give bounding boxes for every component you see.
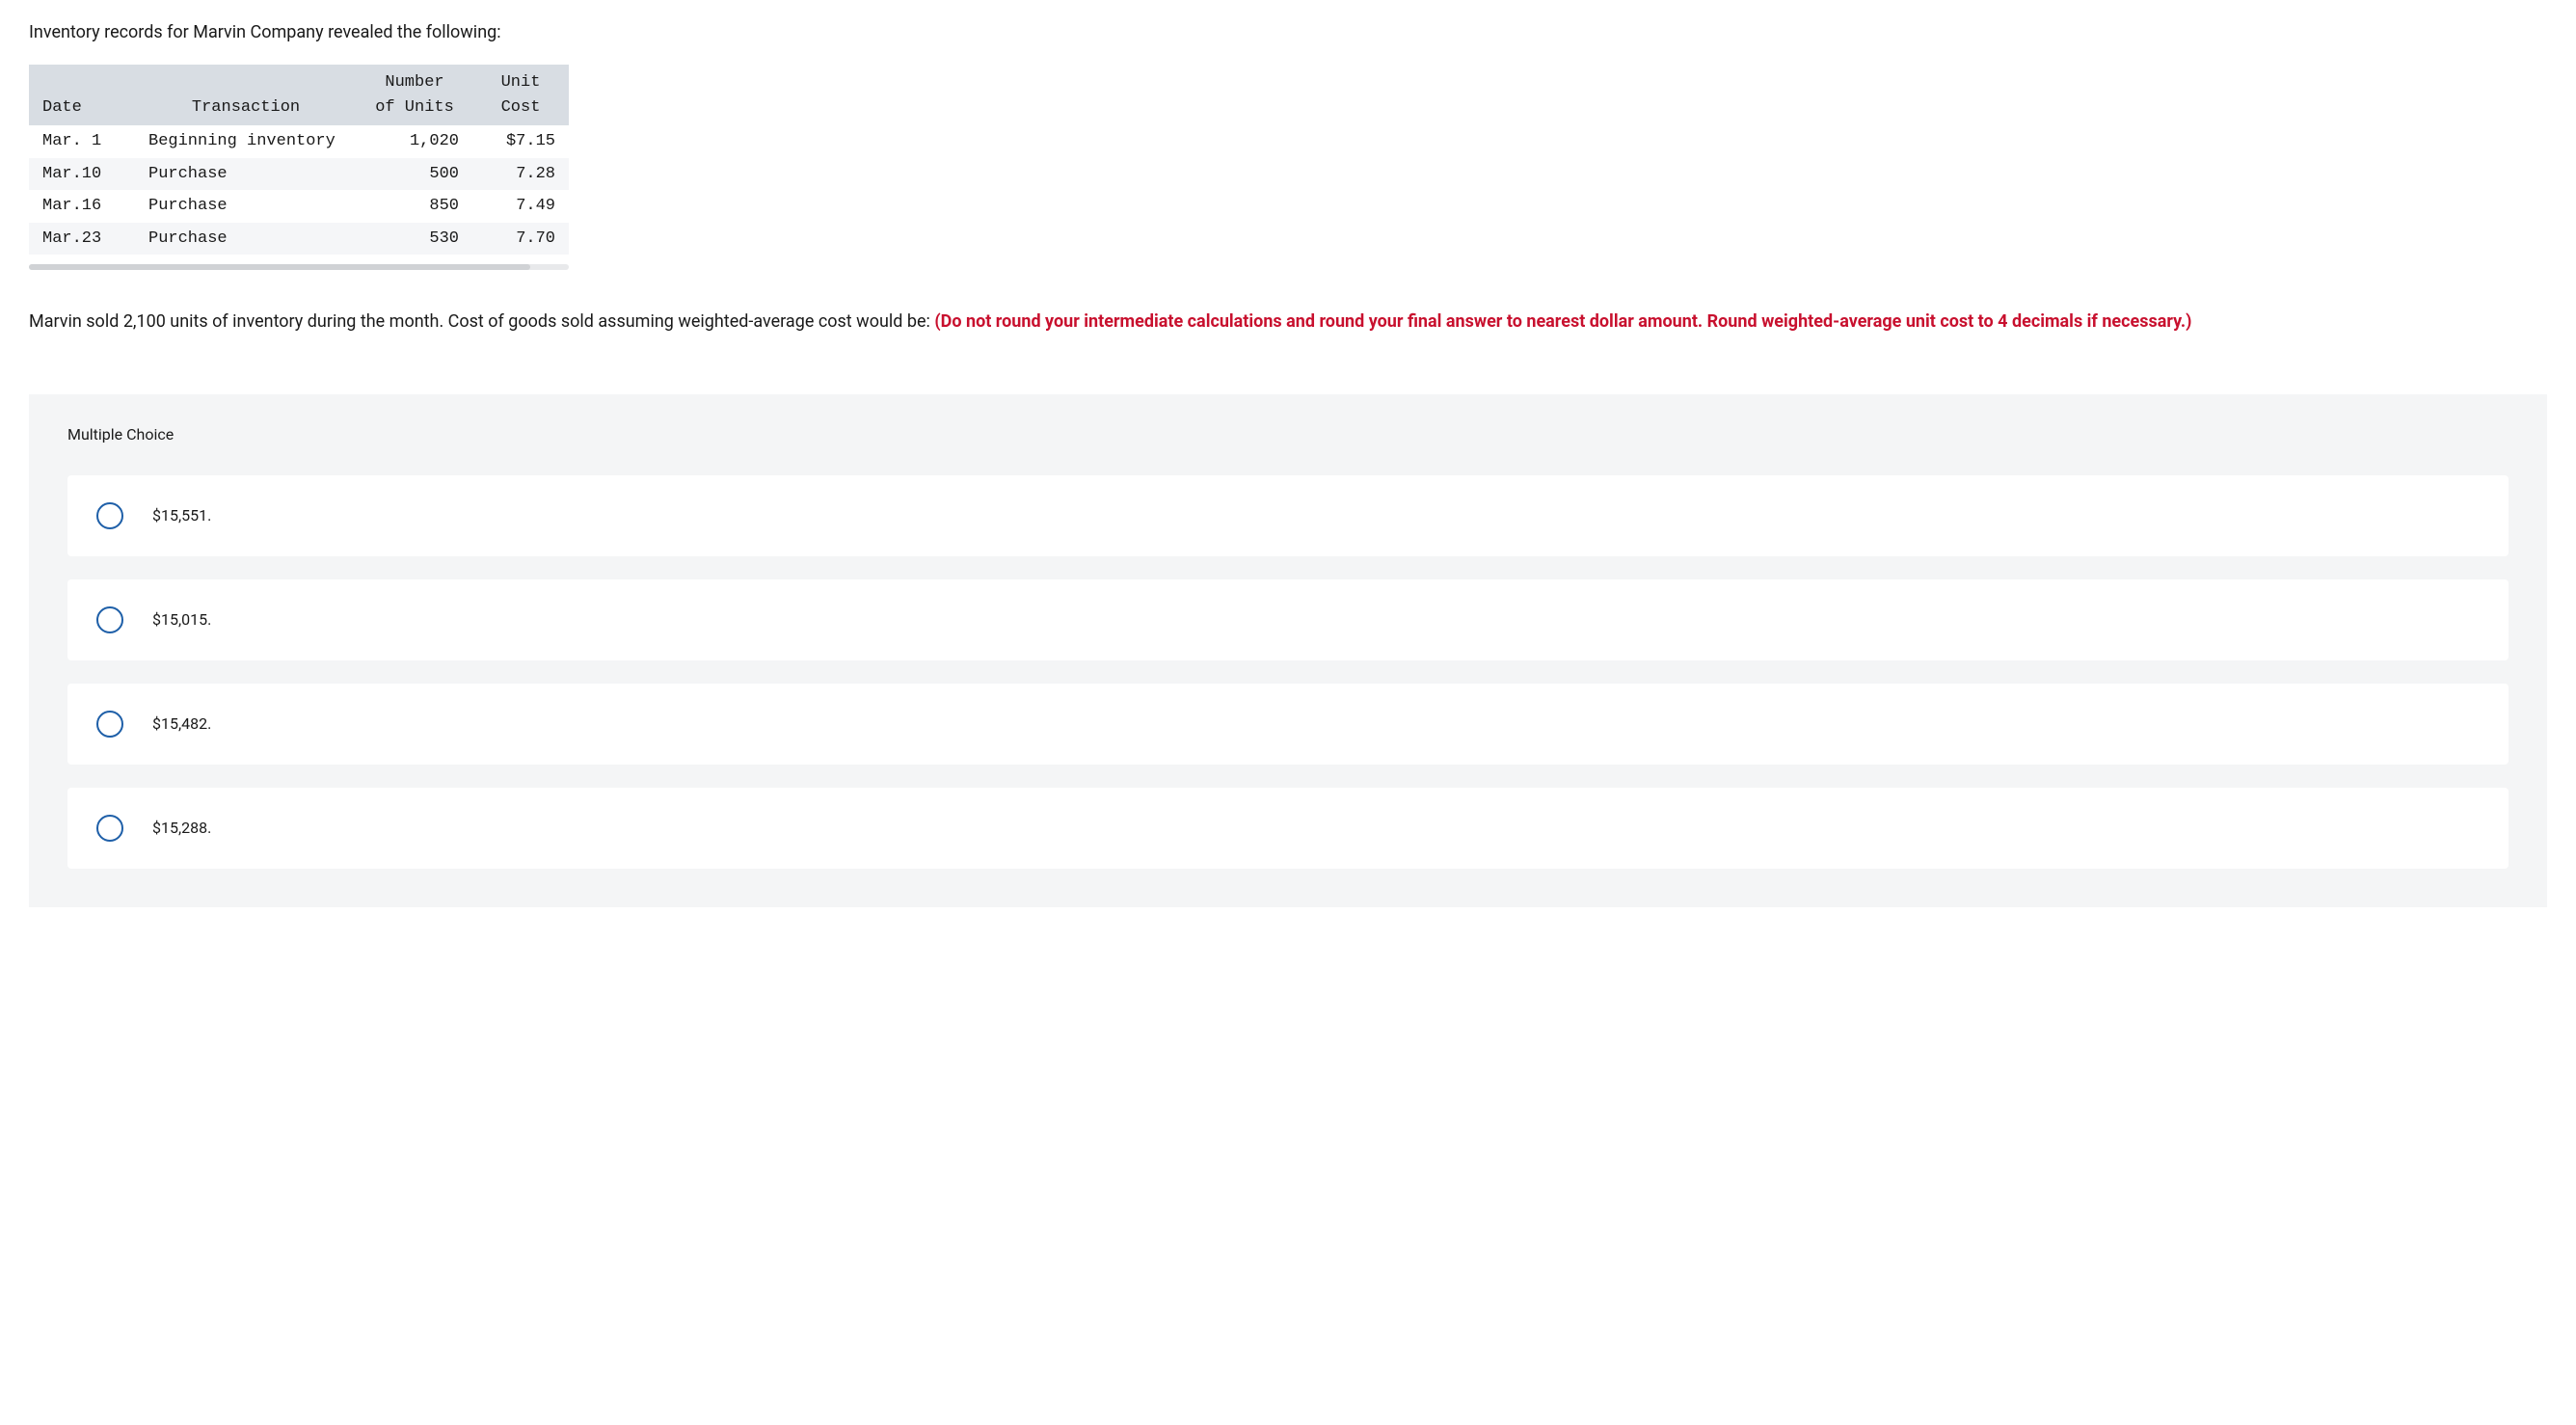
mc-option-label: $15,015. <box>152 608 211 632</box>
header-date: Date <box>29 65 135 125</box>
radio-icon[interactable] <box>96 502 123 529</box>
cell-cost: $7.15 <box>472 125 569 158</box>
mc-option[interactable]: $15,482. <box>67 684 2509 765</box>
table-row: Mar.16 Purchase 850 7.49 <box>29 190 569 223</box>
radio-icon[interactable] <box>96 711 123 738</box>
header-cost-l2: Cost <box>501 98 541 117</box>
cell-transaction: Purchase <box>135 190 357 223</box>
header-units-l2: of Units <box>375 98 454 117</box>
radio-icon[interactable] <box>96 815 123 842</box>
cell-cost: 7.28 <box>472 158 569 191</box>
cell-transaction: Beginning inventory <box>135 125 357 158</box>
cell-date: Mar.16 <box>29 190 135 223</box>
cell-date: Mar. 1 <box>29 125 135 158</box>
table-row: Mar. 1 Beginning inventory 1,020 $7.15 <box>29 125 569 158</box>
mc-option-label: $15,551. <box>152 504 211 527</box>
mc-option-label: $15,288. <box>152 817 211 840</box>
cell-cost: 7.70 <box>472 223 569 255</box>
multiple-choice-container: Multiple Choice $15,551. $15,015. $15,48… <box>29 394 2547 907</box>
table-row: Mar.23 Purchase 530 7.70 <box>29 223 569 255</box>
intro-text: Inventory records for Marvin Company rev… <box>29 19 2547 45</box>
header-cost: Unit Cost <box>472 65 569 125</box>
cell-date: Mar.10 <box>29 158 135 191</box>
table-row: Mar.10 Purchase 500 7.28 <box>29 158 569 191</box>
cell-units: 850 <box>357 190 472 223</box>
question-text: Marvin sold 2,100 units of inventory dur… <box>29 309 2547 336</box>
cell-date: Mar.23 <box>29 223 135 255</box>
cell-cost: 7.49 <box>472 190 569 223</box>
cell-units: 500 <box>357 158 472 191</box>
mc-option[interactable]: $15,551. <box>67 475 2509 556</box>
mc-option[interactable]: $15,015. <box>67 579 2509 660</box>
header-cost-l1: Unit <box>501 73 541 92</box>
cell-transaction: Purchase <box>135 223 357 255</box>
multiple-choice-title: Multiple Choice <box>67 423 2509 446</box>
mc-option[interactable]: $15,288. <box>67 788 2509 869</box>
cell-units: 530 <box>357 223 472 255</box>
mc-option-label: $15,482. <box>152 712 211 736</box>
table-scrollbar-thumb[interactable] <box>29 264 530 270</box>
header-units-l1: Number <box>385 73 443 92</box>
table-scrollbar[interactable] <box>29 264 569 270</box>
radio-icon[interactable] <box>96 606 123 633</box>
cell-units: 1,020 <box>357 125 472 158</box>
header-transaction: Transaction <box>135 65 357 125</box>
table-header-row: Date Transaction Number of Units Unit Co… <box>29 65 569 125</box>
inventory-table: Date Transaction Number of Units Unit Co… <box>29 65 569 255</box>
question-part1: Marvin sold 2,100 units of inventory dur… <box>29 311 934 332</box>
header-units: Number of Units <box>357 65 472 125</box>
question-emphasis: (Do not round your intermediate calculat… <box>934 311 2191 332</box>
cell-transaction: Purchase <box>135 158 357 191</box>
